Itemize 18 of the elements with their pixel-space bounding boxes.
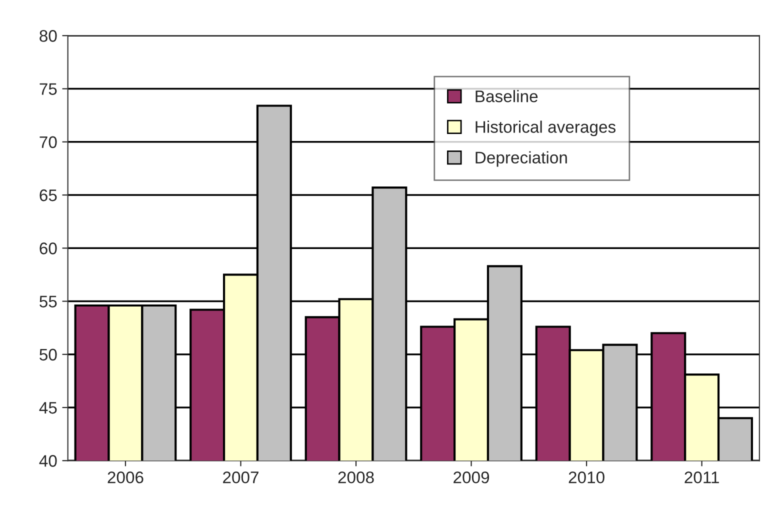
x-tick-label: 2008: [338, 472, 374, 484]
x-tick-label: 2006: [108, 472, 144, 484]
x-tick-label: 2010: [568, 472, 604, 484]
y-tick-label: 70: [40, 136, 57, 148]
y-tick-label: 40: [39, 455, 57, 467]
x-tick-label: 2009: [454, 472, 490, 484]
y-tick-label: 60: [40, 242, 57, 254]
y-tick-label: 45: [39, 402, 57, 414]
y-tick-label: 55: [40, 296, 57, 308]
legend-label: Historical averages: [476, 120, 616, 136]
y-tick-label: 50: [40, 348, 57, 361]
x-tick-label: 2011: [684, 472, 719, 484]
legend-label: Baseline: [476, 90, 538, 102]
y-tick-label: 80: [40, 30, 57, 42]
x-tick-label: 2007: [223, 472, 258, 484]
legend-label: Depreciation: [476, 151, 567, 167]
y-tick-label: 75: [40, 83, 57, 95]
y-tick-label: 65: [40, 189, 57, 202]
